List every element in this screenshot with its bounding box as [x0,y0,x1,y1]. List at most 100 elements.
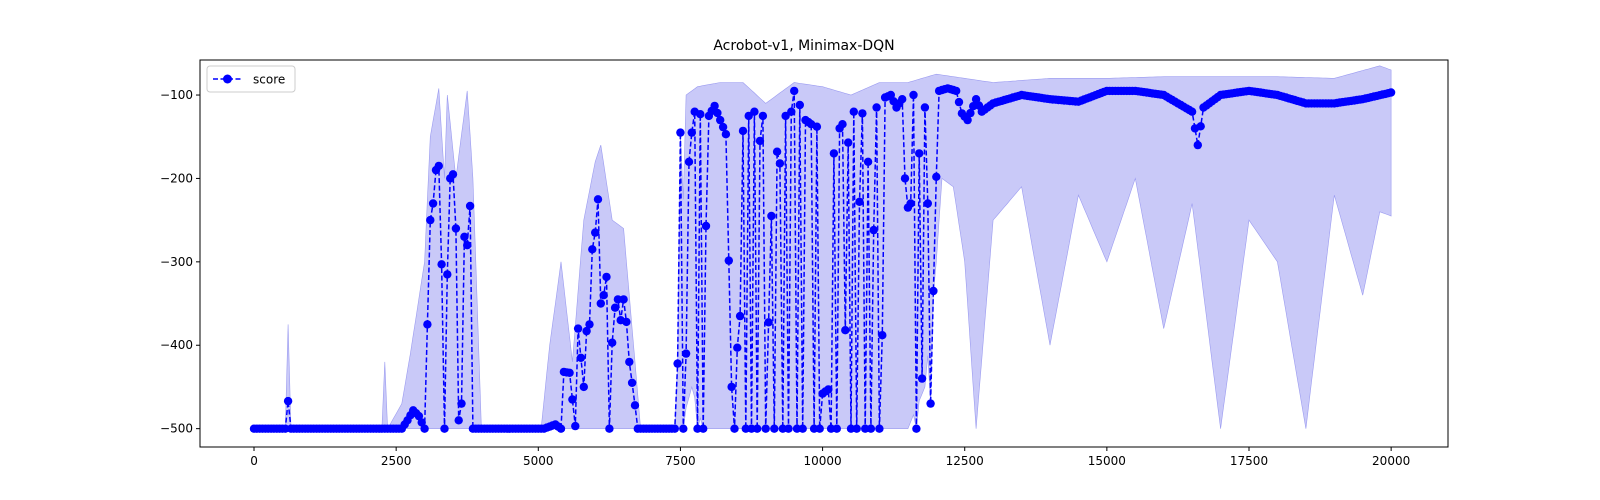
score-point [753,424,762,433]
y-tick-label: −300 [160,255,193,269]
plot-frame [199,59,1449,448]
score-point [619,295,628,304]
score-point [750,107,759,116]
score-point [684,157,694,166]
score-point [929,286,938,296]
y-tick-label: −200 [160,171,193,185]
score-point [721,130,731,139]
score-point [701,221,711,231]
score-point [627,378,637,387]
score-point [588,245,597,254]
legend-label: score [253,73,285,87]
score-point [670,424,679,433]
x-tick-label: 20000 [1372,454,1410,468]
score-point [568,395,577,404]
score-point [440,424,449,433]
score-point [784,424,793,433]
score-point [923,199,932,208]
score-point [915,149,924,158]
score-point [457,399,466,408]
score-point [798,424,807,433]
score-point [758,111,768,121]
score-line-layer [254,87,1392,431]
score-point [912,424,921,433]
score-band-layer [254,65,1392,430]
score-point [556,424,566,433]
score-point [283,396,293,406]
score-point [952,86,961,96]
plot-area [249,65,1396,433]
score-point [795,100,804,110]
x-axis: 0 2500 5000 7500 10000 12500 15000 17500 20000 [250,447,1410,468]
score-point [866,424,876,433]
score-point [900,174,910,183]
score-point [426,215,435,225]
x-tick-label: 12500 [946,454,984,468]
score-point [917,374,927,383]
score-point [451,224,461,233]
score-point [932,172,941,181]
score-point [460,232,469,241]
score-point [582,326,591,336]
score-point [787,107,796,116]
score-point [716,115,725,125]
score-point [963,115,972,125]
x-tick-label: 17500 [1230,454,1268,468]
score-point [630,401,640,410]
x-tick-label: 10000 [803,454,841,468]
score-point [591,228,600,237]
legend-box [206,65,296,93]
score-band [254,65,1392,430]
score-line [254,87,1392,431]
score-point [920,103,930,112]
score-marker-layer [249,84,1396,433]
score-point [448,170,458,179]
score-point [954,97,964,107]
score-point [886,90,895,100]
score-point [625,357,634,367]
y-tick-label: −400 [160,338,193,352]
score-point [437,260,446,269]
score-point [926,399,935,408]
score-point [733,343,742,352]
score-point [971,95,981,104]
score-point [596,299,605,308]
score-point [576,353,586,362]
score-point [710,101,719,111]
score-point [730,424,739,433]
score-point [863,157,873,166]
x-tick-label: 15000 [1088,454,1126,468]
score-point [838,120,847,129]
score-point [852,424,861,433]
score-point [593,195,603,204]
score-point [565,368,574,377]
score-point [414,411,424,421]
score-point [761,424,770,433]
score-point [713,108,722,118]
score-point [727,382,736,392]
score-point [815,424,824,433]
score-point [735,311,745,321]
y-tick-label: −100 [160,88,193,102]
score-point [790,86,799,96]
legend: score [206,65,296,93]
score-point [875,424,884,433]
score-point [599,291,608,300]
score-point [898,95,907,104]
score-point [849,107,858,116]
score-point [687,128,696,137]
score-point [966,108,975,118]
score-point [423,320,432,329]
x-tick-label: 7500 [665,454,696,468]
score-point [775,159,785,168]
score-point [608,338,617,347]
score-point [428,199,438,208]
score-point [824,385,833,394]
score-point [770,424,779,433]
score-point [610,303,620,312]
score-point [679,424,688,433]
score-point [696,110,705,119]
score-point [906,199,915,208]
score-point [764,318,773,327]
